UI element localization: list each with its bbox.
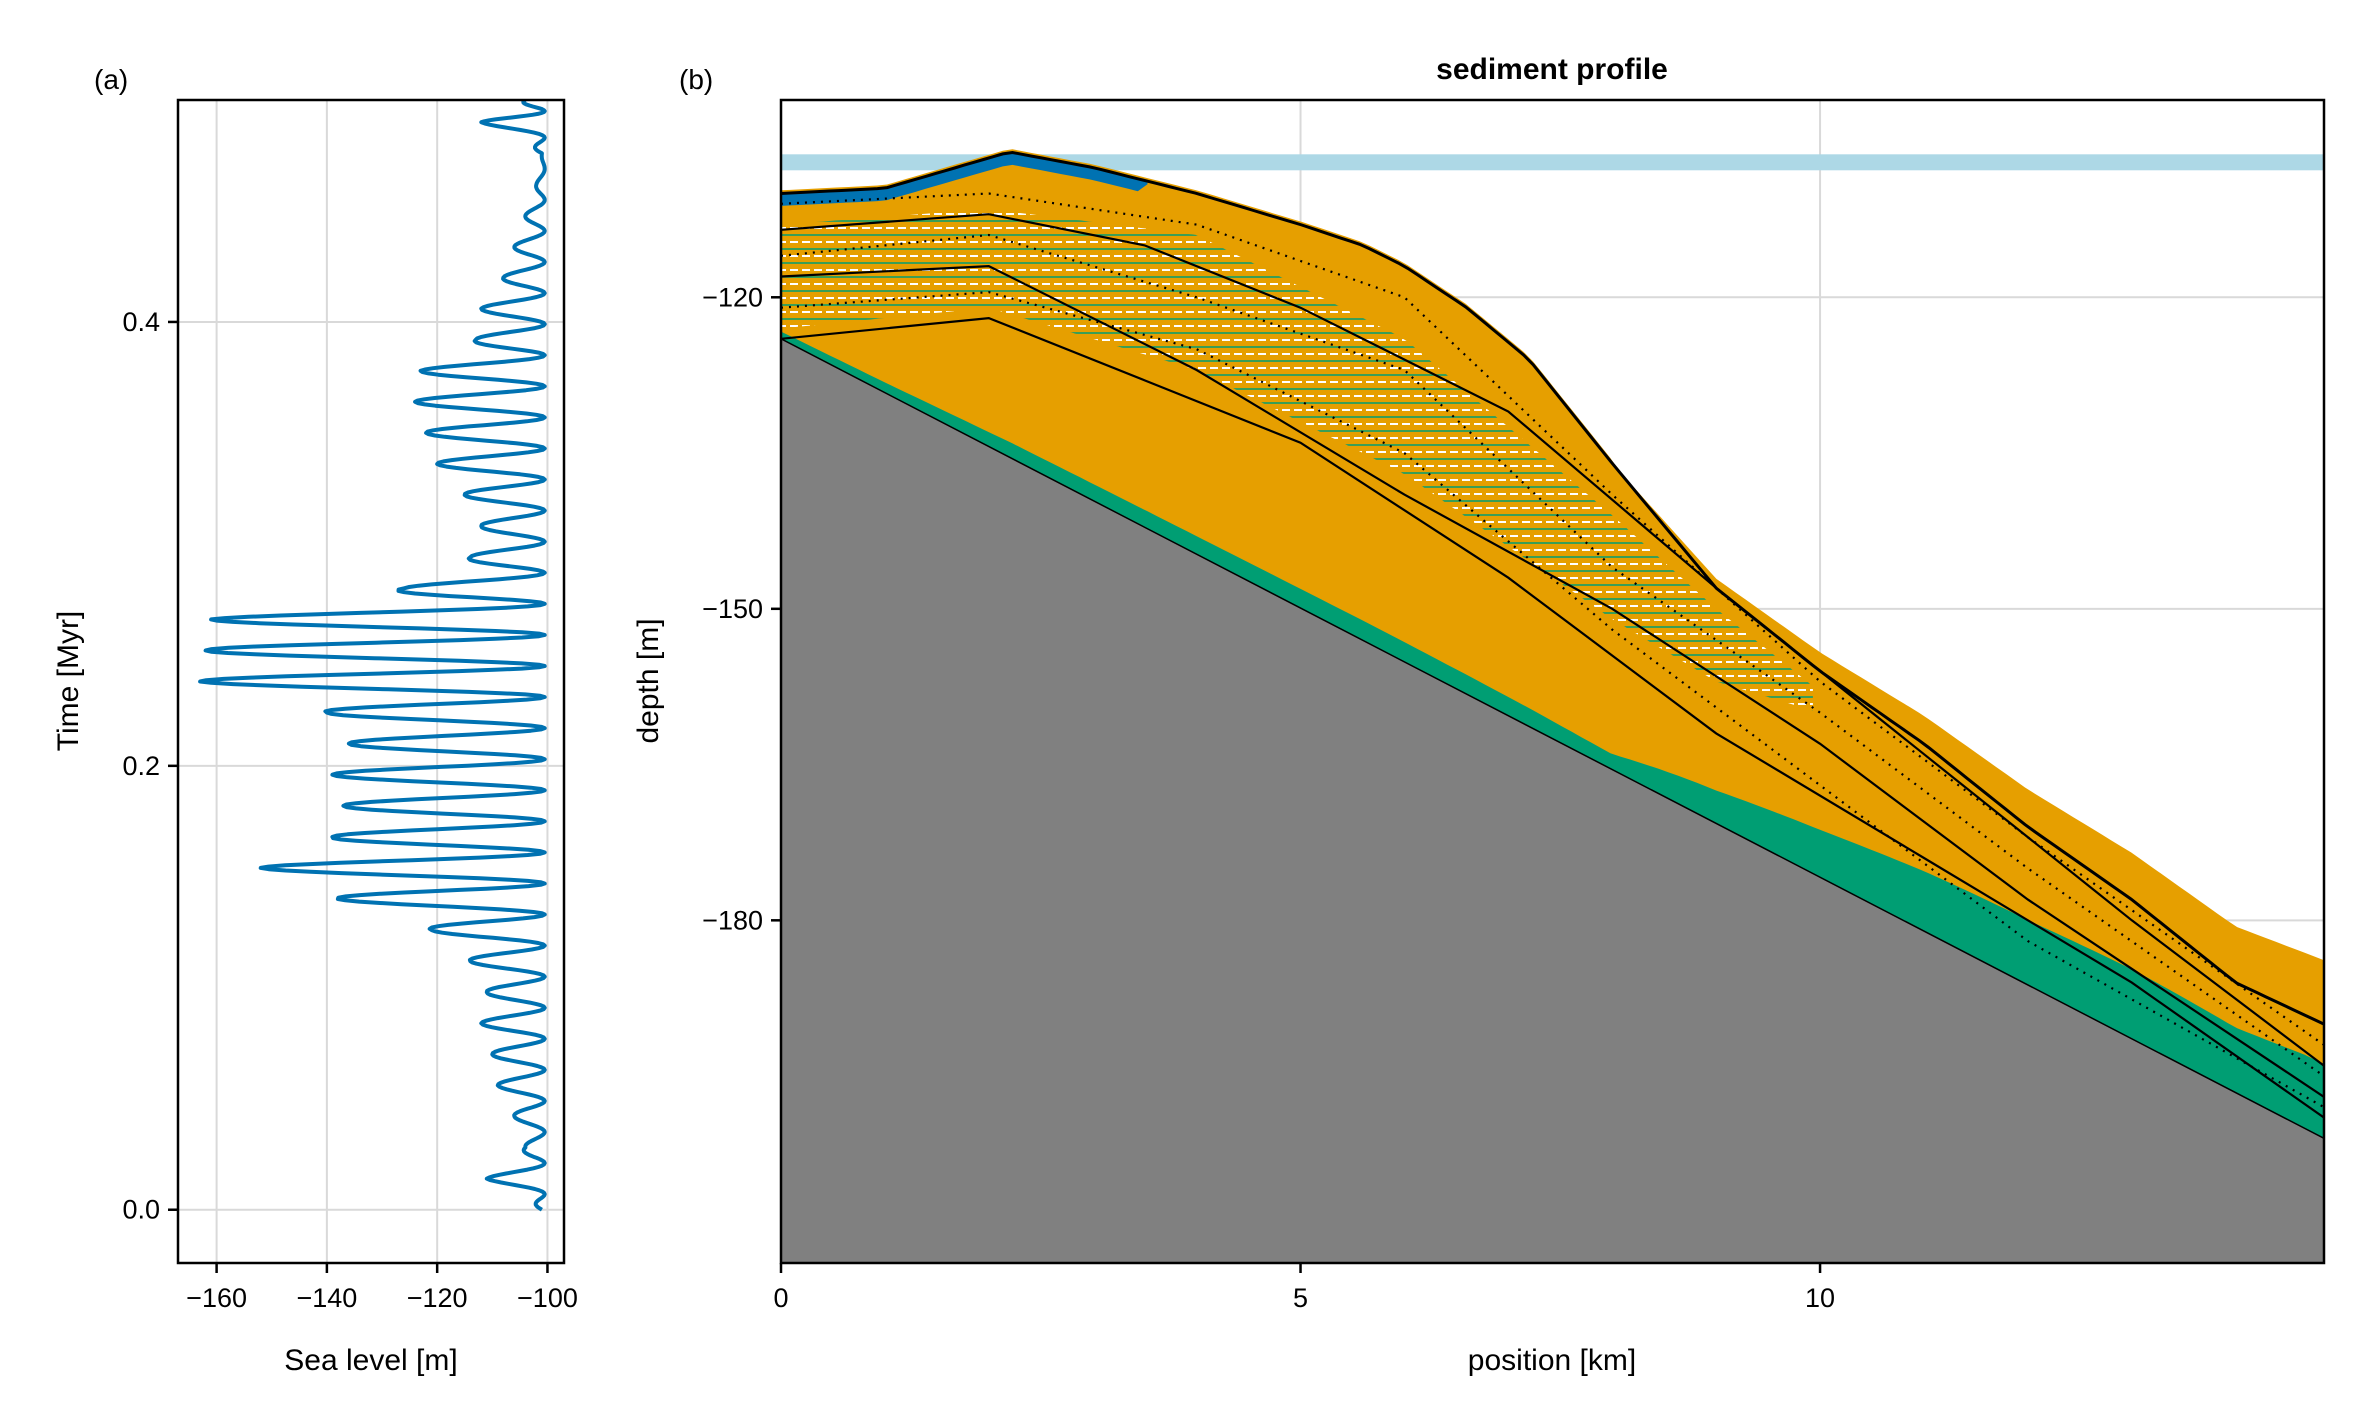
basement-area [781, 337, 2324, 1263]
sediment-profile-plot-frame [779, 98, 2326, 1265]
sea-level-plot-frame [176, 98, 566, 1265]
sea-level-y-axis-label: Time [Myr] [52, 611, 85, 752]
sea-level-gridlines [178, 100, 564, 1263]
sea-level-x-tick-label: −100 [517, 1283, 578, 1313]
sediment-profile-title: sediment profile [1436, 53, 1668, 86]
sea-level-y-tick-label: 0.0 [122, 1195, 160, 1225]
sediment-profile-chart: sediment profile 0 5 10 −120 −150 −180 posit… [632, 53, 2326, 1377]
sea-level-y-tick-label: 0.2 [122, 751, 160, 781]
sediment-profile-y-axis-label: depth [m] [632, 618, 665, 743]
sediment-y-tick-label: −150 [702, 594, 763, 624]
sea-level-band [781, 154, 2324, 171]
sediment-y-tick-label: −180 [702, 905, 763, 935]
sea-level-series-line [198, 100, 547, 1212]
solid-horizon-line [781, 264, 2324, 1098]
sediment-x-tick-label: 0 [773, 1283, 788, 1313]
sea-level-x-ticks: −160 −140 −120 −100 [186, 1263, 578, 1313]
sediment-profile-x-ticks: 0 5 10 [773, 1263, 1835, 1313]
sediment-profile-x-axis-label: position [km] [1468, 1344, 1636, 1377]
sea-level-chart: −160 −140 −120 −100 0.0 0.2 0.4 Sea level [m]… [52, 98, 578, 1377]
panel-b-label: (b) [679, 64, 713, 95]
sediment-x-tick-label: 5 [1293, 1283, 1308, 1313]
dotted-horizon-line [781, 290, 2324, 1109]
solid-horizon-line [781, 213, 2324, 1067]
blue-facies-layer [781, 152, 1148, 206]
sand-facies-layer [781, 149, 2324, 1065]
sea-level-x-tick-label: −160 [186, 1283, 247, 1313]
sediment-surface-line [781, 150, 2324, 1026]
sea-level-y-ticks: 0.0 0.2 0.4 [122, 307, 178, 1225]
panel-a-label: (a) [94, 64, 128, 95]
sea-level-y-tick-label: 0.4 [122, 307, 160, 337]
sea-level-x-axis-label: Sea level [m] [284, 1344, 457, 1377]
sea-level-x-tick-label: −140 [296, 1283, 357, 1313]
solid-horizon-line [781, 316, 2324, 1119]
sediment-profile-y-ticks: −120 −150 −180 [702, 282, 781, 935]
stratigraphic-horizons [781, 192, 2324, 1119]
sediment-x-tick-label: 10 [1805, 1283, 1835, 1313]
sea-level-x-tick-label: −120 [407, 1283, 468, 1313]
stacked-dashed-layers [781, 209, 1813, 711]
sediment-y-tick-label: −120 [702, 282, 763, 312]
